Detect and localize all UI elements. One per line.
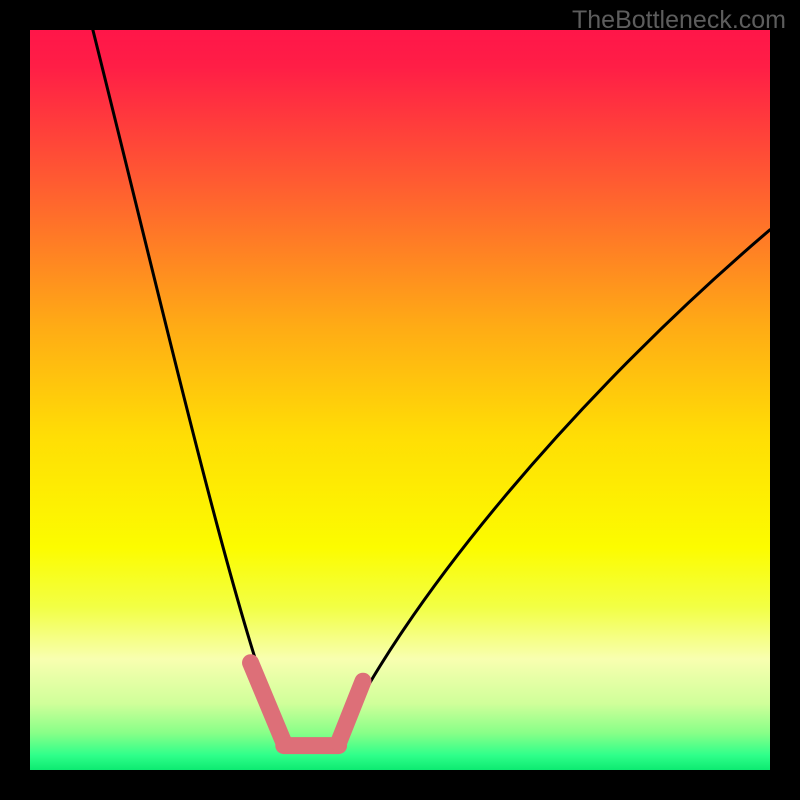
watermark-text: TheBottleneck.com — [572, 6, 786, 35]
chart-frame: TheBottleneck.com — [0, 0, 800, 800]
bottleneck-chart — [0, 0, 800, 800]
